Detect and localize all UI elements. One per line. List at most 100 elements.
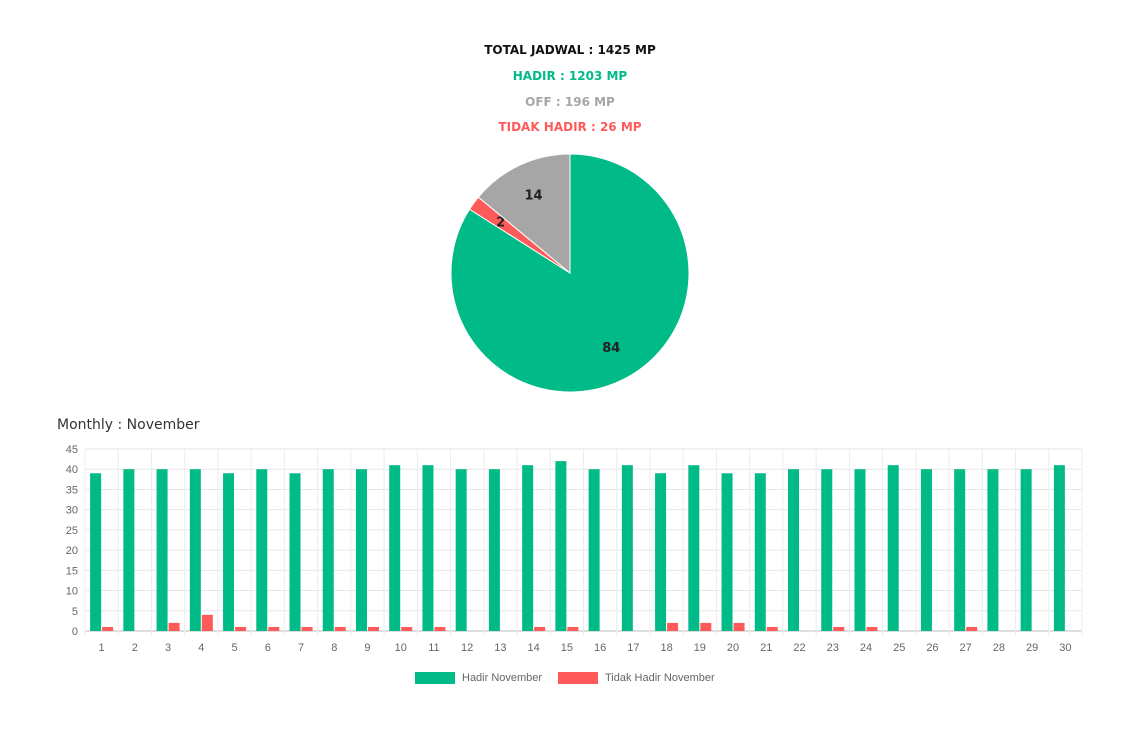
- bar-hadir: [522, 465, 534, 631]
- pie-chart: 84 2 14: [450, 153, 690, 393]
- x-tick-label: 14: [528, 642, 540, 654]
- bar-tidak-hadir: [667, 622, 679, 631]
- x-tick-label: 4: [198, 642, 204, 654]
- x-tick-label: 8: [331, 642, 337, 654]
- x-tick-label: 17: [627, 642, 639, 654]
- legend-item-hadir[interactable]: Hadir November: [415, 670, 542, 686]
- bar-hadir: [422, 465, 434, 631]
- bar-hadir: [621, 465, 633, 631]
- y-tick-label: 30: [66, 505, 78, 517]
- x-tick-label: 7: [298, 642, 304, 654]
- bar-hadir: [588, 469, 600, 631]
- bar-hadir: [90, 473, 102, 631]
- x-tick-label: 13: [494, 642, 506, 654]
- bar-hadir: [289, 473, 301, 631]
- bar-tidak-hadir: [567, 626, 579, 631]
- x-tick-label: 1: [99, 642, 105, 654]
- x-tick-label: 30: [1059, 642, 1071, 654]
- bar-hadir: [123, 469, 135, 631]
- bar-tidak-hadir: [401, 626, 413, 631]
- y-tick-label: 15: [66, 565, 78, 577]
- x-tick-label: 9: [364, 642, 370, 654]
- legend-item-tidak-hadir[interactable]: Tidak Hadir November: [558, 670, 715, 686]
- bar-hadir: [788, 469, 800, 631]
- legend-label-hadir: Hadir November: [462, 672, 543, 684]
- bar-hadir: [821, 469, 833, 631]
- x-tick-label: 2: [132, 642, 138, 654]
- x-tick-label: 3: [165, 642, 171, 654]
- pie-label-off: 14: [524, 188, 542, 203]
- bar-tidak-hadir: [833, 626, 845, 631]
- y-tick-label: 0: [72, 626, 78, 638]
- y-tick-label: 20: [66, 545, 78, 557]
- bar-tidak-hadir: [201, 614, 213, 631]
- y-tick-label: 40: [66, 464, 78, 476]
- y-tick-label: 35: [66, 484, 78, 496]
- bar-tidak-hadir: [334, 626, 346, 631]
- bar-hadir: [488, 469, 500, 631]
- x-tick-label: 29: [1026, 642, 1038, 654]
- bar-hadir: [1020, 469, 1032, 631]
- bar-tidak-hadir: [102, 626, 114, 631]
- tidak-hadir-label: TIDAK HADIR : 26 MP: [498, 120, 642, 134]
- bar-hadir: [389, 465, 401, 631]
- bar-tidak-hadir: [367, 626, 379, 631]
- bar-hadir: [954, 469, 966, 631]
- bar-hadir: [655, 473, 667, 631]
- y-tick-label: 25: [66, 525, 78, 537]
- bar-hadir: [223, 473, 235, 631]
- x-tick-label: 21: [760, 642, 772, 654]
- bar-hadir: [688, 465, 700, 631]
- x-tick-label: 26: [926, 642, 938, 654]
- legend-label-tidak-hadir: Tidak Hadir November: [605, 672, 715, 684]
- bar-tidak-hadir: [534, 626, 546, 631]
- bar-tidak-hadir: [434, 626, 446, 631]
- x-tick-label: 19: [694, 642, 706, 654]
- bar-hadir: [455, 469, 467, 631]
- bar-tidak-hadir: [700, 622, 712, 631]
- x-tick-label: 20: [727, 642, 739, 654]
- x-tick-label: 6: [265, 642, 271, 654]
- bar-tidak-hadir: [733, 622, 745, 631]
- x-tick-label: 11: [428, 642, 439, 654]
- bar-tidak-hadir: [168, 622, 180, 631]
- bar-tidak-hadir: [268, 626, 280, 631]
- bar-tidak-hadir: [766, 626, 778, 631]
- bar-hadir: [721, 473, 733, 631]
- x-tick-label: 27: [960, 642, 972, 654]
- bar-hadir: [322, 469, 334, 631]
- bar-hadir: [987, 469, 999, 631]
- bar-hadir: [355, 469, 367, 631]
- bar-legend: Hadir November Tidak Hadir November: [0, 670, 1140, 688]
- x-tick-label: 12: [461, 642, 473, 654]
- x-tick-label: 25: [893, 642, 905, 654]
- bar-tidak-hadir: [966, 626, 978, 631]
- total-jadwal-label: TOTAL JADWAL : 1425 MP: [484, 43, 656, 57]
- bar-hadir: [555, 461, 567, 631]
- x-tick-label: 5: [231, 642, 237, 654]
- legend-swatch-tidak-hadir: [558, 672, 598, 684]
- x-tick-label: 16: [594, 642, 606, 654]
- bar-tidak-hadir: [301, 626, 313, 631]
- bar-tidak-hadir: [866, 626, 878, 631]
- bar-hadir: [887, 465, 899, 631]
- hadir-label: HADIR : 1203 MP: [512, 69, 628, 83]
- y-tick-label: 10: [66, 586, 78, 598]
- bar-hadir: [156, 469, 168, 631]
- x-tick-label: 18: [660, 642, 672, 654]
- x-tick-label: 24: [860, 642, 872, 654]
- pie-label-tidak-hadir: 2: [496, 216, 505, 231]
- y-tick-label: 45: [66, 444, 78, 456]
- x-tick-label: 10: [395, 642, 407, 654]
- pie-label-hadir: 84: [602, 341, 620, 356]
- off-label: OFF : 196 MP: [525, 95, 615, 109]
- bar-hadir: [754, 473, 766, 631]
- x-tick-label: 22: [793, 642, 805, 654]
- x-tick-label: 23: [827, 642, 839, 654]
- y-tick-label: 5: [72, 606, 78, 618]
- monthly-title: Monthly : November: [57, 417, 200, 433]
- bar-hadir: [1053, 465, 1065, 631]
- legend-swatch-hadir: [415, 672, 455, 684]
- x-tick-label: 28: [993, 642, 1005, 654]
